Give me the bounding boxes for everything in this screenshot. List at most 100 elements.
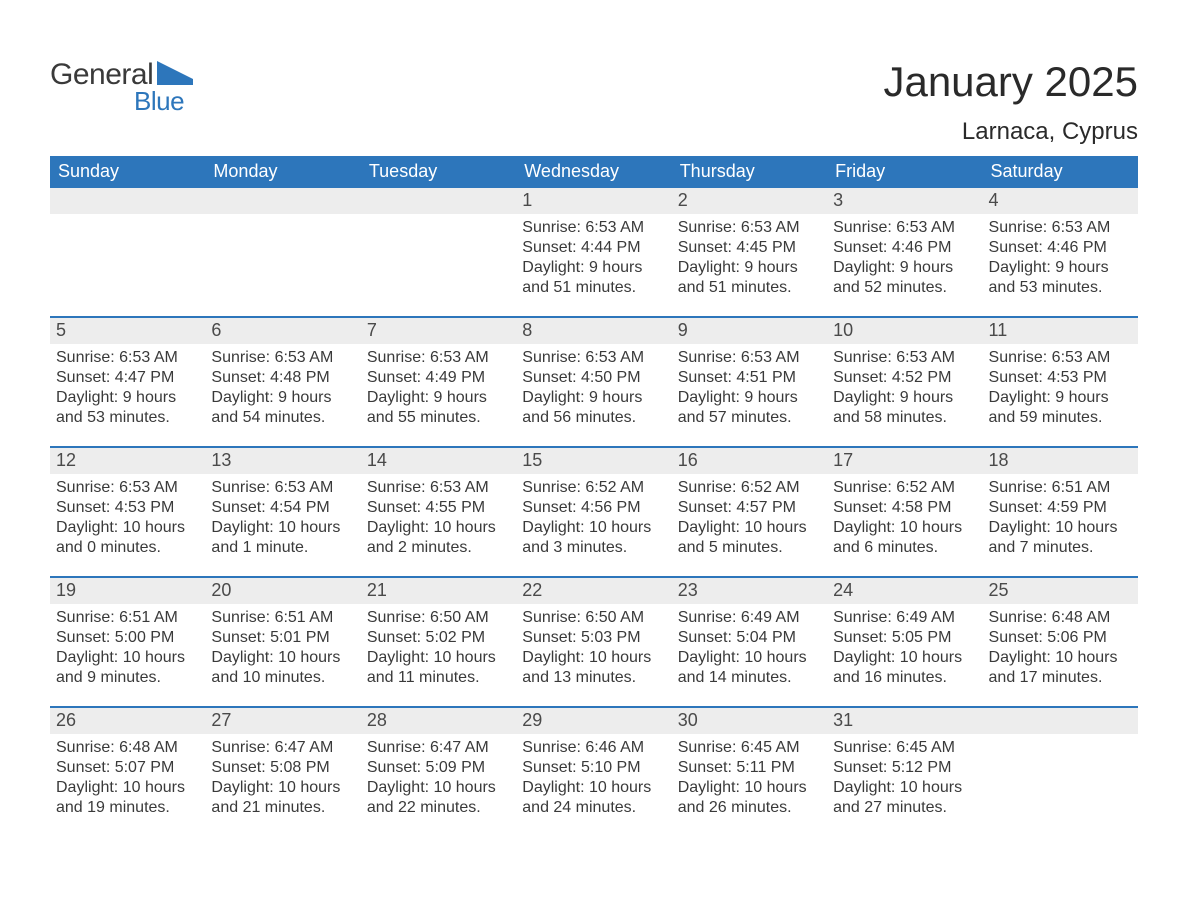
logo-text-blue: Blue	[134, 86, 184, 117]
daylight-line: Daylight: 10 hours and 11 minutes.	[367, 648, 510, 688]
sunset-line: Sunset: 4:56 PM	[522, 498, 665, 518]
calendar-day-cell: 8 Sunrise: 6:53 AMSunset: 4:50 PMDaylight…	[516, 318, 671, 446]
daylight-line: Daylight: 10 hours and 27 minutes.	[833, 778, 976, 818]
daylight-line: Daylight: 9 hours and 58 minutes.	[833, 388, 976, 428]
sunset-line: Sunset: 4:53 PM	[989, 368, 1132, 388]
day-number-bar: 21	[361, 578, 516, 604]
sunrise-line: Sunrise: 6:47 AM	[211, 738, 354, 758]
sunset-line: Sunset: 5:05 PM	[833, 628, 976, 648]
calendar-day-cell	[983, 708, 1138, 836]
day-details: Sunrise: 6:53 AMSunset: 4:46 PMDaylight:…	[983, 214, 1138, 316]
sunset-line: Sunset: 4:52 PM	[833, 368, 976, 388]
sunrise-line: Sunrise: 6:46 AM	[522, 738, 665, 758]
day-details: Sunrise: 6:52 AMSunset: 4:56 PMDaylight:…	[516, 474, 671, 576]
day-number-bar: 5	[50, 318, 205, 344]
sunset-line: Sunset: 4:54 PM	[211, 498, 354, 518]
day-number: 14	[367, 450, 387, 470]
sunrise-line: Sunrise: 6:53 AM	[56, 348, 199, 368]
day-number: 11	[989, 320, 1008, 340]
day-details: Sunrise: 6:45 AMSunset: 5:11 PMDaylight:…	[672, 734, 827, 836]
day-number-bar: 7	[361, 318, 516, 344]
calendar-day-cell: 16Sunrise: 6:52 AMSunset: 4:57 PMDayligh…	[672, 448, 827, 576]
sunset-line: Sunset: 5:02 PM	[367, 628, 510, 648]
day-number-bar: 30	[672, 708, 827, 734]
day-details: Sunrise: 6:53 AMSunset: 4:53 PMDaylight:…	[983, 344, 1138, 446]
day-number-bar: 17	[827, 448, 982, 474]
calendar-day-cell: 17Sunrise: 6:52 AMSunset: 4:58 PMDayligh…	[827, 448, 982, 576]
day-details: Sunrise: 6:53 AMSunset: 4:55 PMDaylight:…	[361, 474, 516, 576]
month-title: January 2025	[883, 58, 1138, 106]
calendar-day-cell: 22 Sunrise: 6:50 AMSunset: 5:03 PMDayligh…	[516, 578, 671, 706]
daylight-line: Daylight: 9 hours and 57 minutes.	[678, 388, 821, 428]
day-number-bar: 26	[50, 708, 205, 734]
sunrise-line: Sunrise: 6:53 AM	[211, 478, 354, 498]
sunrise-line: Sunrise: 6:45 AM	[678, 738, 821, 758]
calendar-day-cell	[361, 188, 516, 316]
day-details: Sunrise: 6:51 AMSunset: 5:01 PMDaylight:…	[205, 604, 360, 706]
day-number-bar: 31	[827, 708, 982, 734]
calendar-week-row: 5Sunrise: 6:53 AMSunset: 4:47 PMDaylight…	[50, 316, 1138, 446]
daylight-line: Daylight: 10 hours and 2 minutes.	[367, 518, 510, 558]
calendar-day-cell: 30Sunrise: 6:45 AMSunset: 5:11 PMDayligh…	[672, 708, 827, 836]
calendar-day-cell: 7Sunrise: 6:53 AMSunset: 4:49 PMDaylight…	[361, 318, 516, 446]
calendar-day-cell: 20 Sunrise: 6:51 AMSunset: 5:01 PMDayligh…	[205, 578, 360, 706]
sunrise-line: Sunrise: 6:53 AM	[678, 218, 821, 238]
calendar-day-cell: 19Sunrise: 6:51 AMSunset: 5:00 PMDayligh…	[50, 578, 205, 706]
calendar-day-cell: 15Sunrise: 6:52 AMSunset: 4:56 PMDayligh…	[516, 448, 671, 576]
day-number: 24	[833, 580, 853, 600]
day-number: 21	[367, 580, 387, 600]
sunset-line: Sunset: 4:46 PM	[833, 238, 976, 258]
sunrise-line: Sunrise: 6:53 AM	[367, 478, 510, 498]
day-number-bar: 25	[983, 578, 1138, 604]
day-number-bar: 13	[205, 448, 360, 474]
day-number: 18	[989, 450, 1009, 470]
day-details: Sunrise: 6:53 AMSunset: 4:53 PMDaylight:…	[50, 474, 205, 576]
sunset-line: Sunset: 4:44 PM	[522, 238, 665, 258]
day-number: 20	[211, 580, 231, 600]
sunset-line: Sunset: 5:00 PM	[56, 628, 199, 648]
empty-day-bar	[361, 188, 516, 214]
day-details: Sunrise: 6:50 AMSunset: 5:02 PMDaylight:…	[361, 604, 516, 706]
calendar-day-cell: 31Sunrise: 6:45 AMSunset: 5:12 PMDayligh…	[827, 708, 982, 836]
day-number: 7	[367, 320, 377, 340]
daylight-line: Daylight: 10 hours and 9 minutes.	[56, 648, 199, 688]
daylight-line: Daylight: 10 hours and 0 minutes.	[56, 518, 199, 558]
day-number: 29	[522, 710, 542, 730]
day-number: 4	[989, 190, 999, 210]
daylight-line: Daylight: 10 hours and 21 minutes.	[211, 778, 354, 818]
logo: General Blue	[50, 40, 193, 117]
daylight-line: Daylight: 9 hours and 56 minutes.	[522, 388, 665, 428]
day-details: Sunrise: 6:50 AMSunset: 5:03 PMDaylight:…	[516, 604, 671, 706]
calendar-day-cell: 14 Sunrise: 6:53 AMSunset: 4:55 PMDayligh…	[361, 448, 516, 576]
sunset-line: Sunset: 4:50 PM	[522, 368, 665, 388]
calendar-day-cell: 6Sunrise: 6:53 AMSunset: 4:48 PMDaylight…	[205, 318, 360, 446]
calendar-day-cell: 1Sunrise: 6:53 AMSunset: 4:44 PMDaylight…	[516, 188, 671, 316]
day-details: Sunrise: 6:53 AMSunset: 4:51 PMDaylight:…	[672, 344, 827, 446]
calendar-day-cell: 26Sunrise: 6:48 AMSunset: 5:07 PMDayligh…	[50, 708, 205, 836]
day-details: Sunrise: 6:45 AMSunset: 5:12 PMDaylight:…	[827, 734, 982, 836]
day-number: 9	[678, 320, 688, 340]
day-number-bar: 23	[672, 578, 827, 604]
daylight-line: Daylight: 10 hours and 26 minutes.	[678, 778, 821, 818]
day-number-bar: 14	[361, 448, 516, 474]
sunrise-line: Sunrise: 6:53 AM	[678, 348, 821, 368]
sunrise-line: Sunrise: 6:50 AM	[367, 608, 510, 628]
day-details: Sunrise: 6:53 AMSunset: 4:54 PMDaylight:…	[205, 474, 360, 576]
day-details: Sunrise: 6:53 AMSunset: 4:48 PMDaylight:…	[205, 344, 360, 446]
day-number-bar: 6	[205, 318, 360, 344]
calendar-day-cell	[50, 188, 205, 316]
day-details: Sunrise: 6:48 AMSunset: 5:07 PMDaylight:…	[50, 734, 205, 836]
day-number-bar: 12	[50, 448, 205, 474]
sunrise-line: Sunrise: 6:53 AM	[522, 348, 665, 368]
sunset-line: Sunset: 5:04 PM	[678, 628, 821, 648]
day-number: 8	[522, 320, 532, 340]
day-number: 3	[833, 190, 843, 210]
calendar-day-cell: 27Sunrise: 6:47 AMSunset: 5:08 PMDayligh…	[205, 708, 360, 836]
daylight-line: Daylight: 10 hours and 5 minutes.	[678, 518, 821, 558]
day-number: 22	[522, 580, 542, 600]
day-number-bar: 29	[516, 708, 671, 734]
day-details: Sunrise: 6:51 AMSunset: 4:59 PMDaylight:…	[983, 474, 1138, 576]
sunset-line: Sunset: 4:59 PM	[989, 498, 1132, 518]
calendar-day-cell: 25Sunrise: 6:48 AMSunset: 5:06 PMDayligh…	[983, 578, 1138, 706]
sunrise-line: Sunrise: 6:53 AM	[833, 218, 976, 238]
